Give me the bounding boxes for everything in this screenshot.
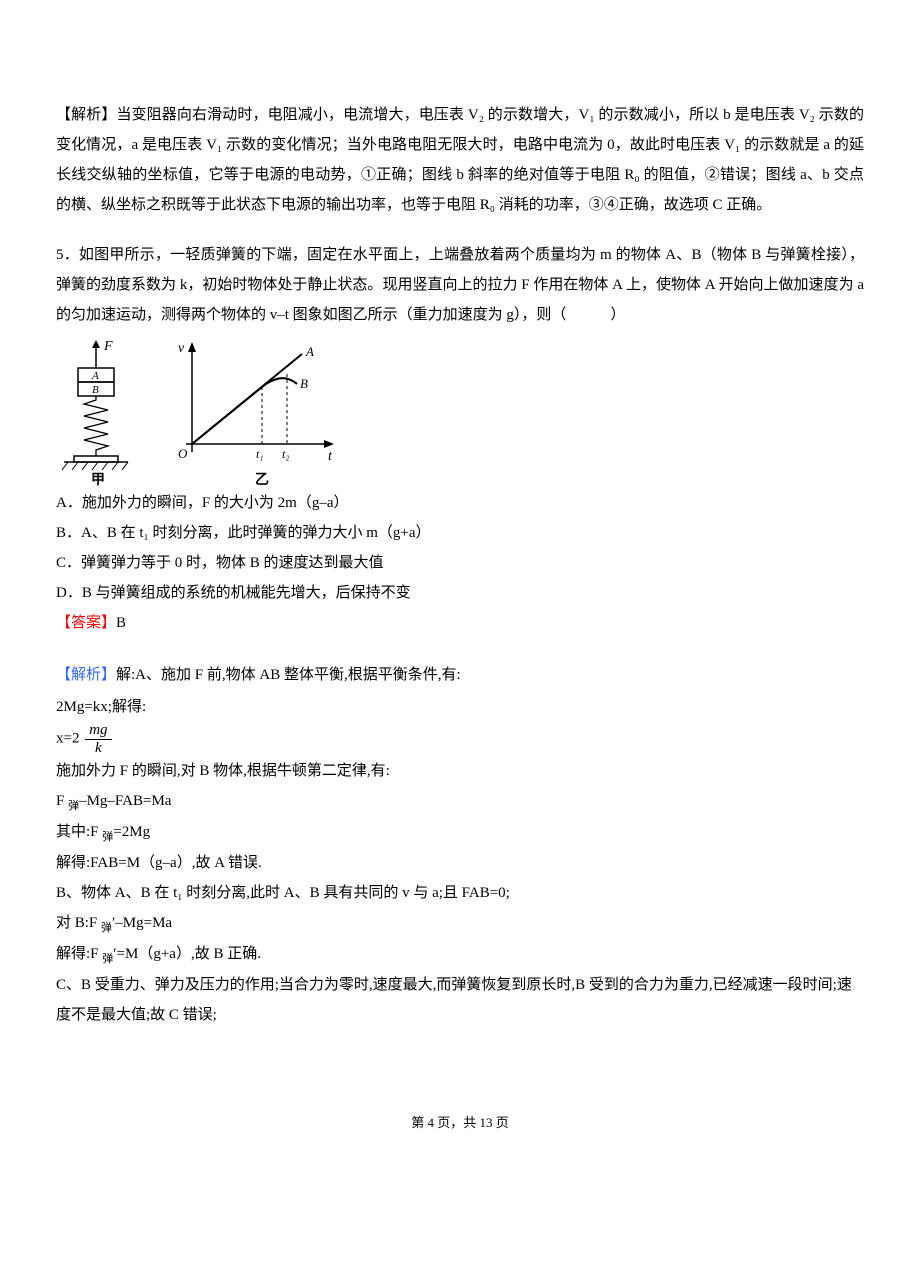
ana-line11: C、B 受重力、弹力及压力的作用;当合力为零时,速度最大,而弹簧恢复到原长时,B… (56, 970, 864, 1030)
ana-line3: x=2 mg k (56, 722, 864, 756)
label-t: t (328, 449, 333, 464)
line3-pre: x=2 (56, 730, 79, 746)
fraction: mg k (85, 722, 111, 756)
ana-line9: 对 B:F 弹′–Mg=Ma (56, 908, 864, 939)
q5-stem-text: 如图甲所示，一轻质弹簧的下端，固定在水平面上，上端叠放着两个质量均为 m 的物体… (56, 247, 864, 323)
ana-line5: F 弹–Mg–FAB=Ma (56, 786, 864, 817)
curve-B (192, 378, 297, 444)
label-B-yi: B (300, 376, 308, 391)
figure-yi: v t O A B t₁ t₂ 乙 (170, 336, 345, 486)
analysis-intro: 解:A、施加 F 前,物体 AB 整体平衡,根据平衡条件,有: (116, 667, 461, 683)
option-d: D．B 与弹簧组成的系统的机械能先增大，后保持不变 (56, 578, 864, 608)
ana-line8: B、物体 A、B 在 t₁ 时刻分离,此时 A、B 具有共同的 v 与 a;且 … (56, 878, 864, 908)
page-footer: 第 4 页，共 13 页 (56, 1110, 864, 1136)
q5-number: 5． (56, 247, 79, 263)
analysis-label-5: 【解析】 (56, 667, 116, 683)
frac-num: mg (85, 722, 111, 740)
answer-value: B (116, 615, 126, 631)
label-O: O (178, 446, 188, 461)
label-A-jia: A (91, 370, 99, 382)
label-t2: t₂ (282, 447, 290, 461)
answer-label: 【答案】 (56, 615, 116, 631)
analysis-label: 【解析】 (56, 107, 116, 123)
option-c: C．弹簧弹力等于 0 时，物体 B 的速度达到最大值 (56, 548, 864, 578)
ana-line2: 2Mg=kx;解得: (56, 692, 864, 722)
frac-den: k (85, 740, 111, 757)
footer-total: 13 (480, 1115, 493, 1130)
option-a: A．施加外力的瞬间，F 的大小为 2m（g–a） (56, 488, 864, 518)
ana-line10: 解得:F 弹′=M（g+a）,故 B 正确. (56, 939, 864, 970)
caption-yi: 乙 (255, 472, 269, 486)
label-B-jia: B (92, 384, 99, 396)
figure-jia: F A B 甲 (56, 336, 146, 486)
caption-jia: 甲 (91, 472, 105, 486)
figures-row: F A B 甲 v t O A (56, 336, 864, 486)
label-F: F (103, 339, 113, 354)
label-A-yi: A (305, 344, 314, 359)
analysis-4-text: 当变阻器向右滑动时，电阻减小，电流增大，电压表 V₂ 的示数增大，V₁ 的示数减… (56, 107, 864, 213)
footer-mid: 页，共 (437, 1115, 476, 1130)
label-v: v (178, 341, 185, 356)
analysis-4: 【解析】当变阻器向右滑动时，电阻减小，电流增大，电压表 V₂ 的示数增大，V₁ … (56, 100, 864, 220)
q5-stem-end: ） (610, 307, 625, 323)
footer-page: 4 (427, 1115, 434, 1130)
footer-post: 页 (496, 1115, 509, 1130)
ana-line6: 其中:F 弹=2Mg (56, 817, 864, 848)
label-t1: t₁ (256, 447, 264, 461)
answer-line: 【答案】B (56, 608, 864, 638)
q5-stem: 5．如图甲所示，一轻质弹簧的下端，固定在水平面上，上端叠放着两个质量均为 m 的… (56, 240, 864, 330)
footer-pre: 第 (411, 1115, 424, 1130)
option-b: B．A、B 在 t₁ 时刻分离，此时弹簧的弹力大小 m（g+a） (56, 518, 864, 548)
ana-line4: 施加外力 F 的瞬间,对 B 物体,根据牛顿第二定律,有: (56, 756, 864, 786)
q5-analysis: 【解析】解:A、施加 F 前,物体 AB 整体平衡,根据平衡条件,有: (56, 660, 864, 690)
ana-line7: 解得:FAB=M（g–a）,故 A 错误. (56, 848, 864, 878)
